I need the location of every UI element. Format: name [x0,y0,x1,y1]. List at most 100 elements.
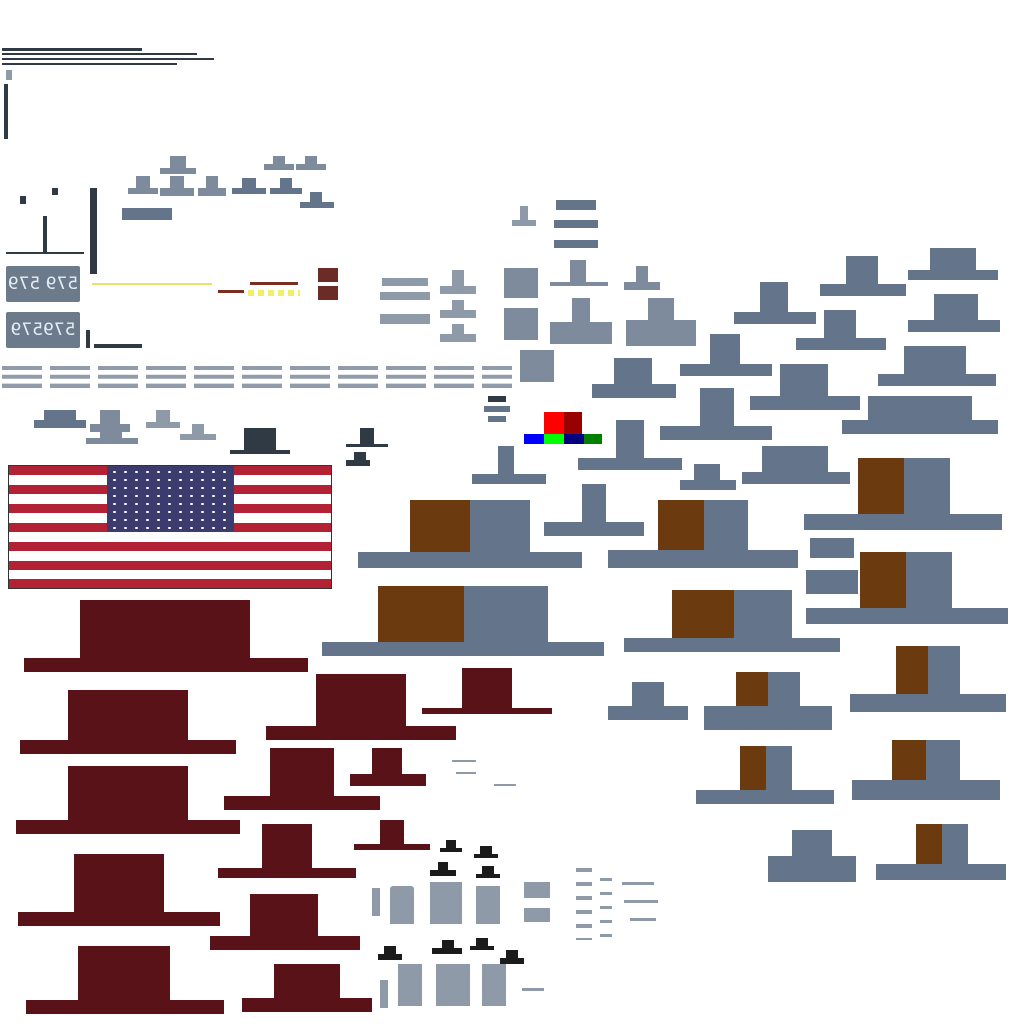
small-block [6,70,12,80]
hat-icon [422,668,552,714]
line-sprite [452,760,476,762]
hat-icon [512,206,536,236]
green-swatch [544,434,564,444]
hat-icon [624,590,840,654]
hat-icon [86,428,138,446]
hat-icon [440,840,462,854]
hat-icon [300,192,334,210]
hat-icon [734,282,816,324]
hat-icon [26,946,224,1014]
bottle-sprite [430,882,462,924]
block-sprite [520,350,554,382]
bottle-sprite [476,886,500,924]
hat-icon [380,278,430,306]
bar-icon [4,84,8,139]
bottle-sprite [398,964,422,1006]
hat-icon [440,270,476,296]
hat-icon [796,310,886,350]
hat-icon [472,446,546,486]
line-sprite [456,772,476,774]
hat-icon [218,824,356,878]
hat-icon [500,950,524,964]
hat-icon [608,500,798,570]
hat-icon [198,176,226,196]
hat-icon [680,464,736,492]
hat-icon [550,200,602,252]
blue-swatch [524,434,544,444]
number-badge: 579 579 [6,266,80,302]
hat-icon [876,824,1006,880]
hat-icon [354,820,430,850]
hat-icon [432,940,462,956]
hat-icon [742,446,850,484]
hat-icon [484,396,510,426]
bar-icon [90,188,97,274]
hat-icon [578,420,682,472]
hat-icon [624,266,660,290]
hat-icon [806,552,1008,624]
line-sprite [624,900,658,903]
hat-icon [878,346,996,386]
small-block [52,188,58,195]
hat-icon [852,740,1000,802]
hat-icon [470,938,494,952]
hat-icon [380,314,430,328]
bottle-sprite [380,980,388,1008]
hat-icon [768,830,856,882]
hat-icon [660,388,772,440]
hat-icon [160,176,194,196]
hat-icon [440,300,476,320]
hat-icon [806,538,858,598]
bottle-sprite [372,888,380,916]
bottle-sprite [482,964,506,1006]
hat-icon [346,452,382,468]
hat-icon [230,428,290,454]
small-block [524,908,550,922]
rust-block [318,268,338,282]
hat-icon [160,156,196,176]
dark-red-swatch [564,412,582,434]
hat-icon [804,458,1002,530]
hat-icon [626,298,696,346]
block-sprite [504,308,538,340]
hat-icon [476,866,500,880]
hat-icon [842,396,998,436]
hat-icon [34,410,86,430]
bottle-sprite [436,964,470,1006]
yellow-line [92,283,212,285]
small-block [600,878,612,940]
hat-icon [358,500,582,568]
red-swatch [544,412,564,434]
yellow-dots [248,290,300,296]
navy-swatch [564,434,584,444]
hat-icon [908,248,998,280]
line-sprite [86,330,90,348]
line-sprite [630,918,656,921]
hat-icon [346,428,388,448]
small-block [524,882,550,898]
hat-icon [146,410,180,430]
line-sprite [2,58,214,60]
hat-icon [378,946,402,960]
hat-icon [550,298,612,344]
hat-icon [232,178,266,196]
hat-icon [20,690,236,754]
rust-block [318,286,338,300]
hat-icon [544,484,644,536]
dark-green-swatch [584,434,602,444]
line-sprite [522,988,544,991]
line-sprite [6,252,84,254]
hat-icon [820,256,906,296]
small-block [20,196,26,204]
hat-icon [116,208,174,222]
hat-icon [242,964,372,1012]
bottle-sprite [390,886,414,924]
hat-icon [266,674,456,740]
hat-icon [24,600,308,672]
rust-line [218,290,244,293]
hat-icon [180,424,216,440]
number-badge: 579579 [6,312,80,348]
hat-icon [608,682,688,720]
hat-icon [210,894,360,950]
hat-icon [704,672,832,730]
